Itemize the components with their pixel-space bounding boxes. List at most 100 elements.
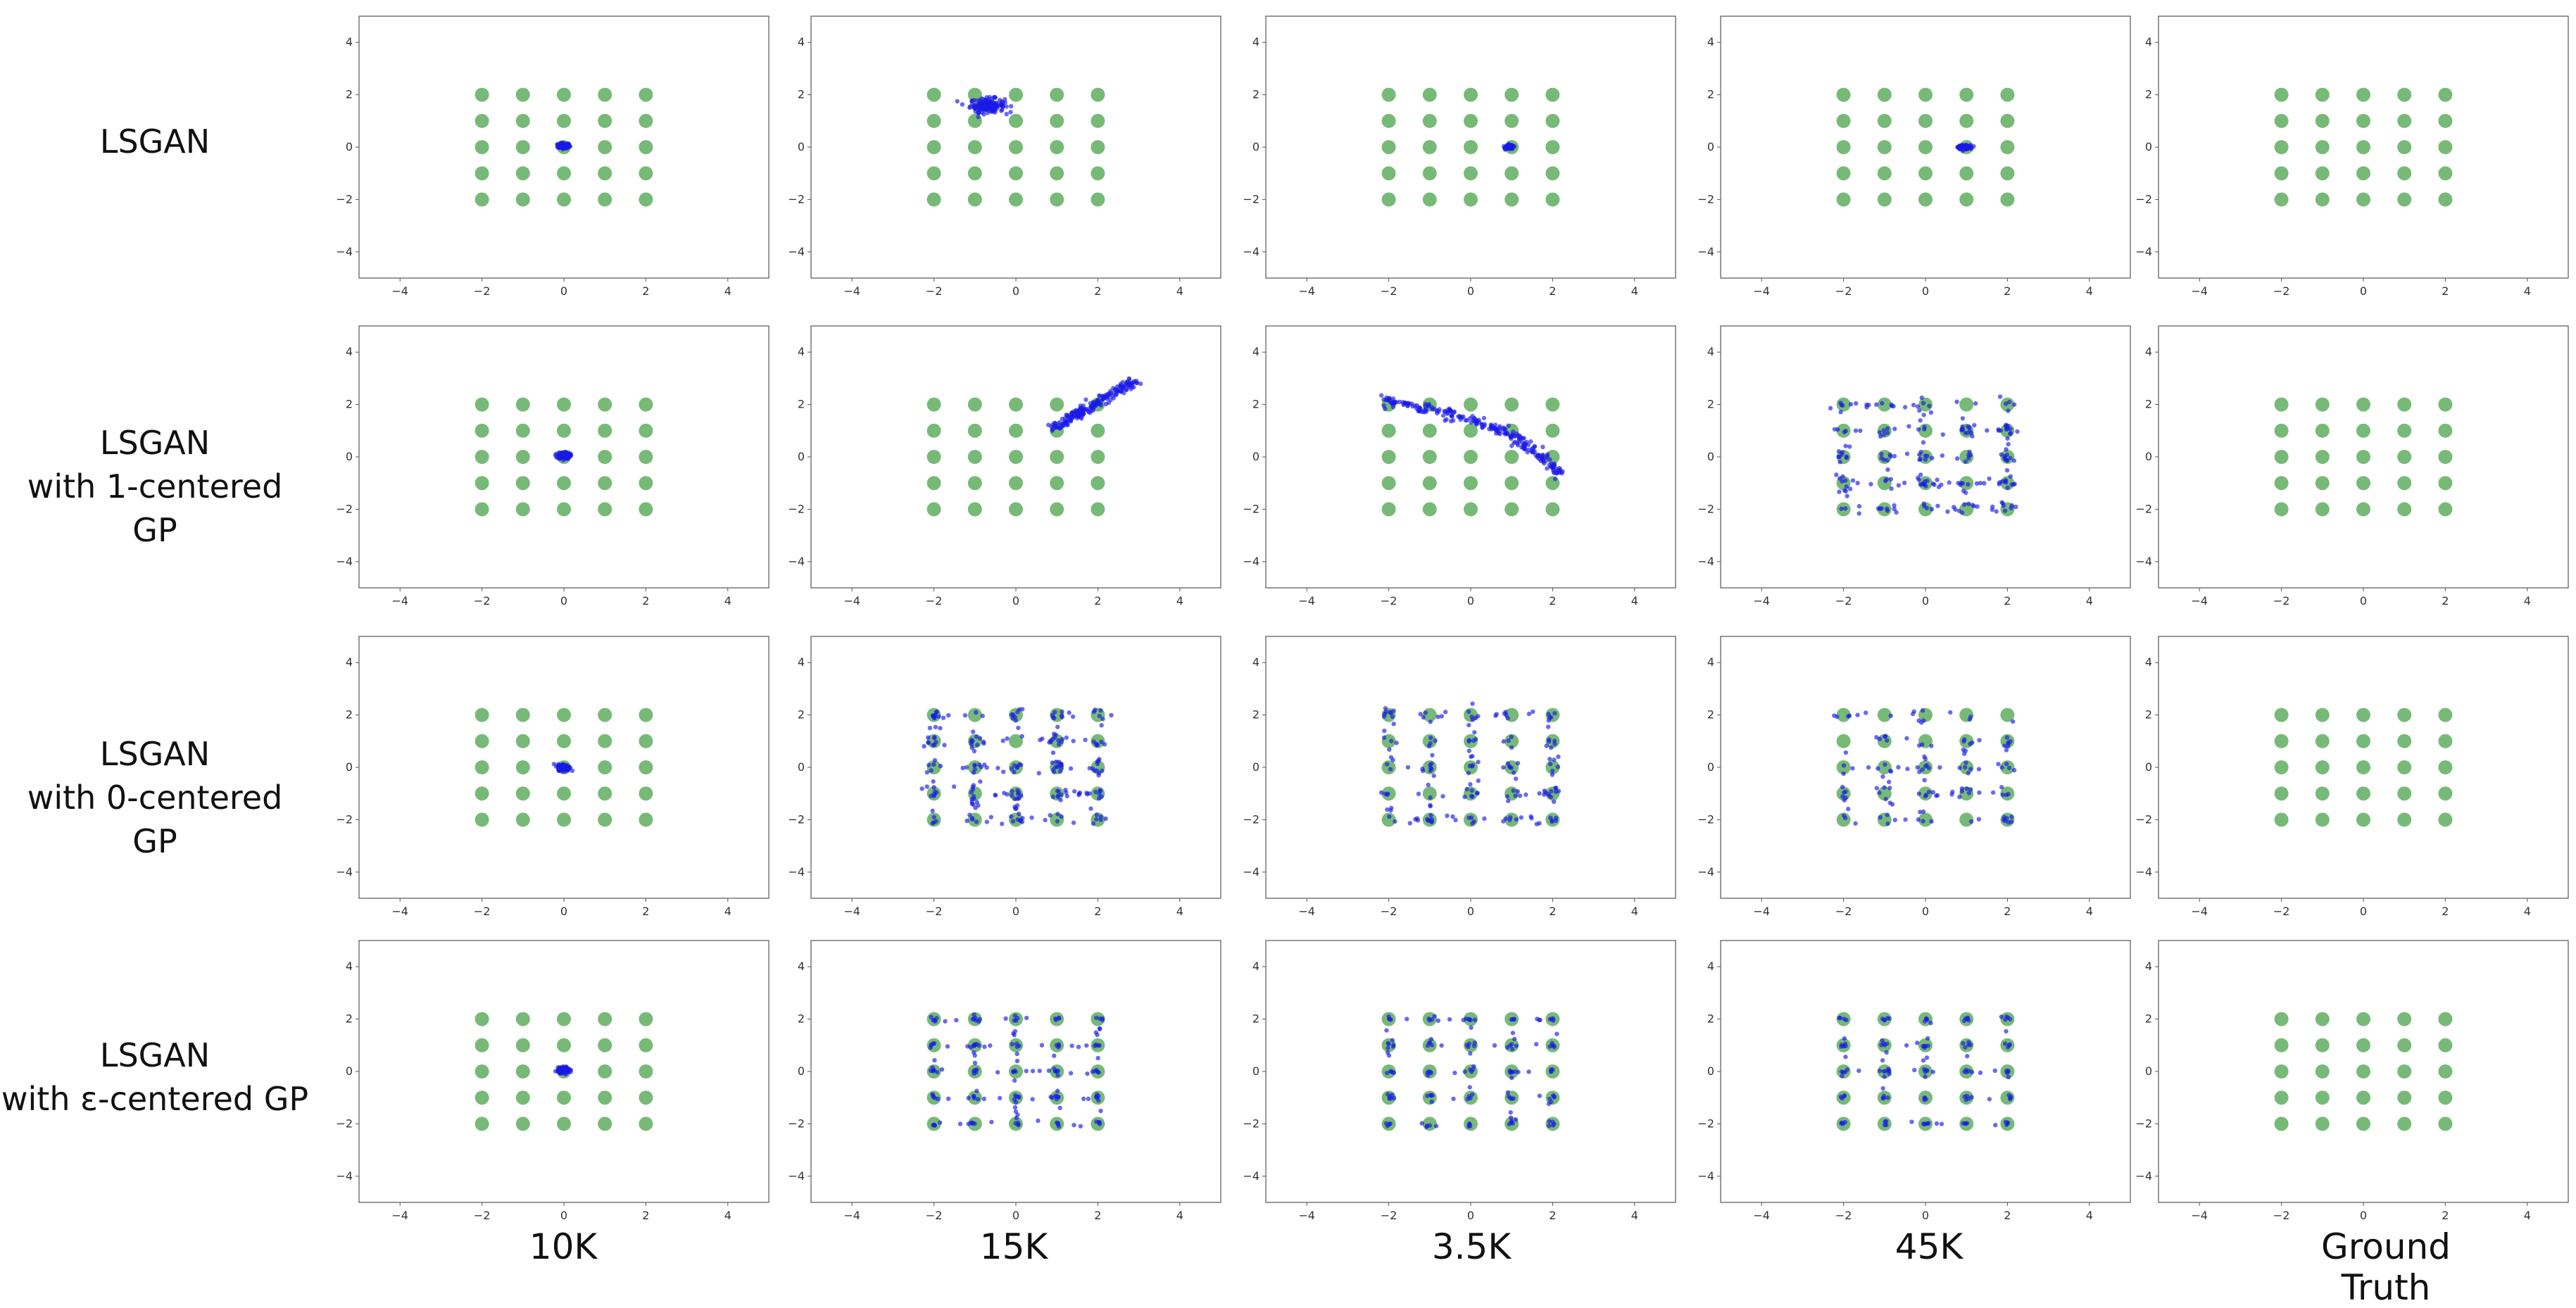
real-mode-point xyxy=(1381,140,1396,154)
generated-sample-point xyxy=(966,1121,971,1126)
generated-sample-point xyxy=(1085,1071,1090,1076)
generated-sample-point xyxy=(1987,476,1992,482)
y-tick-label: 0 xyxy=(798,1064,805,1078)
y-tick-label: −2 xyxy=(1243,812,1259,826)
generated-sample-point xyxy=(1966,791,1972,796)
real-mode-point xyxy=(1009,113,1023,128)
generated-sample-point xyxy=(1845,806,1851,812)
real-mode-point xyxy=(639,140,653,154)
generated-sample-point xyxy=(1103,392,1108,398)
generated-sample-point xyxy=(1879,451,1884,457)
real-mode-point xyxy=(2438,1090,2453,1105)
x-tick-label: 0 xyxy=(1012,284,1019,298)
generated-sample-point xyxy=(1060,709,1064,715)
generated-sample-point xyxy=(1957,765,1962,770)
generated-sample-point xyxy=(1887,786,1892,791)
generated-sample-point xyxy=(1443,710,1448,715)
generated-sample-point xyxy=(1469,420,1474,425)
generated-sample-point xyxy=(1544,743,1549,748)
real-mode-point xyxy=(1009,450,1023,464)
real-mode-point xyxy=(1918,113,1933,128)
generated-sample-point xyxy=(1961,1040,1966,1046)
y-tick-label: −2 xyxy=(788,812,805,826)
generated-sample-point xyxy=(1467,763,1473,769)
row-label-1-centered-gp: LSGAN with 1-centered GP xyxy=(0,421,310,552)
generated-sample-point xyxy=(1916,427,1921,432)
generated-sample-point xyxy=(1921,1043,1925,1049)
generated-sample-point xyxy=(1040,736,1045,741)
generated-sample-point xyxy=(1466,748,1472,753)
generated-sample-point xyxy=(1037,1068,1042,1074)
row-label-line1: LSGAN xyxy=(99,122,211,161)
real-mode-point xyxy=(2397,476,2412,491)
generated-sample-point xyxy=(935,1069,940,1075)
generated-sample-point xyxy=(1391,1095,1397,1101)
generated-sample-point xyxy=(1886,1069,1892,1074)
generated-sample-point xyxy=(1466,709,1471,715)
real-mode-point xyxy=(2356,1038,2370,1052)
real-mode-point xyxy=(1959,113,1974,128)
generated-sample-point xyxy=(2011,458,2017,463)
x-tick-label: 4 xyxy=(724,594,731,608)
y-tick-label: −2 xyxy=(1697,812,1714,826)
generated-sample-point xyxy=(945,1096,951,1101)
generated-sample-point xyxy=(1012,1078,1017,1083)
generated-sample-point xyxy=(1017,1043,1022,1048)
generated-sample-point xyxy=(551,762,557,767)
generated-sample-point xyxy=(1548,794,1554,800)
x-tick-label: 4 xyxy=(2524,284,2531,298)
generated-sample-point xyxy=(1927,403,1932,408)
generated-sample-point xyxy=(1429,1017,1435,1022)
real-mode-point xyxy=(1091,502,1105,517)
generated-sample-point xyxy=(1961,747,1966,753)
generated-sample-point xyxy=(931,1067,936,1073)
y-tick-label: 2 xyxy=(346,398,353,411)
generated-sample-point xyxy=(1060,736,1064,742)
real-mode-point xyxy=(967,423,982,438)
real-mode-point xyxy=(1381,423,1396,438)
generated-sample-point xyxy=(1967,717,1973,722)
generated-sample-point xyxy=(1923,792,1929,798)
generated-sample-point xyxy=(1494,712,1499,717)
generated-sample-point xyxy=(1513,439,1518,444)
generated-sample-point xyxy=(1956,508,1961,513)
scatter-panel-r3-c3: −4 −4 −2 −2 0 0 2 2 4 4 xyxy=(1243,636,1676,918)
real-mode-point xyxy=(1464,450,1478,464)
x-tick-label: 4 xyxy=(1176,594,1183,608)
generated-sample-point xyxy=(1450,814,1455,819)
generated-sample-point xyxy=(1922,425,1927,429)
real-mode-point xyxy=(926,166,941,181)
generated-sample-point xyxy=(1977,738,1982,743)
generated-sample-point xyxy=(1866,765,1871,770)
generated-sample-point xyxy=(1519,445,1524,450)
generated-sample-point xyxy=(1840,474,1845,479)
generated-sample-point xyxy=(1842,790,1847,795)
generated-sample-point xyxy=(1426,818,1431,824)
generated-sample-point xyxy=(988,1043,993,1048)
generated-sample-point xyxy=(929,768,934,773)
real-mode-point xyxy=(926,476,941,491)
generated-sample-point xyxy=(1905,767,1910,772)
y-tick-label: −2 xyxy=(1697,1117,1714,1130)
x-tick-label: 4 xyxy=(2524,905,2531,918)
x-tick-label: 2 xyxy=(1549,1209,1556,1222)
real-mode-point xyxy=(1959,397,1974,412)
generated-sample-point xyxy=(1848,402,1854,407)
generated-sample-point xyxy=(1919,395,1924,401)
generated-sample-point xyxy=(1876,506,1881,511)
scatter-panel-r3-c4: −4 −4 −2 −2 0 0 2 2 4 4 xyxy=(1697,636,2131,918)
generated-sample-point xyxy=(939,1067,945,1072)
generated-sample-point xyxy=(1482,816,1487,822)
generated-sample-point xyxy=(1959,481,1964,486)
real-mode-point xyxy=(2356,734,2370,748)
generated-sample-point xyxy=(1877,430,1883,435)
generated-sample-point xyxy=(1892,503,1897,508)
generated-sample-point xyxy=(1985,428,1990,433)
x-tick-label: −2 xyxy=(1381,1209,1397,1222)
row-label-line2: with 0-centered GP xyxy=(27,779,283,860)
generated-sample-point xyxy=(1843,750,1849,755)
generated-sample-point xyxy=(1096,1098,1101,1103)
generated-sample-point xyxy=(1997,482,2002,486)
generated-sample-point xyxy=(1963,765,1968,770)
real-mode-point xyxy=(2274,166,2289,181)
